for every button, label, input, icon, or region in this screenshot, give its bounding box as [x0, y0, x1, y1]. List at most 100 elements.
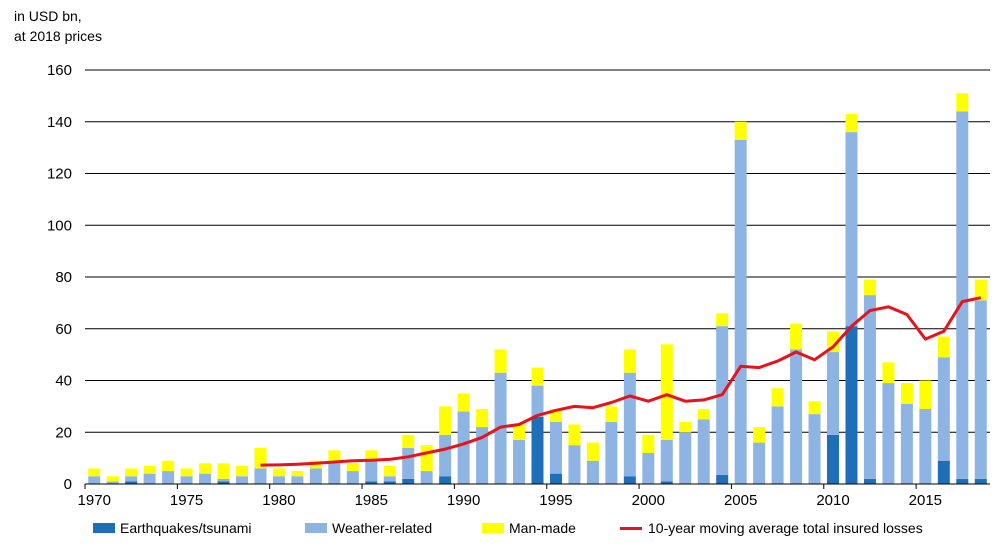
bar-segment — [291, 471, 304, 477]
bar-segment — [974, 478, 987, 484]
x-tick-label: 1975 — [170, 492, 203, 509]
bar-segment — [476, 427, 489, 484]
y-tick-label: 80 — [55, 269, 72, 286]
bar-segment — [402, 434, 415, 448]
bar-segment — [254, 468, 267, 484]
bar-segment — [771, 388, 784, 407]
bar-segment — [827, 434, 840, 484]
bar-segment — [365, 481, 378, 484]
bar-segment — [217, 481, 230, 484]
bar-segment — [568, 424, 581, 446]
x-tick-label: 2015 — [909, 492, 942, 509]
y-tick-label: 160 — [47, 62, 72, 79]
x-tick-label: 1980 — [262, 492, 295, 509]
legend-swatch-manmade — [482, 523, 504, 533]
bar-segment — [882, 383, 895, 484]
y-unit-label-line1: in USD bn, — [14, 8, 82, 24]
bar-segment — [863, 295, 876, 479]
bar-segment — [679, 432, 692, 484]
bar-segment — [346, 463, 359, 472]
bar-segment — [365, 460, 378, 482]
bar-segment — [642, 452, 655, 484]
bar-segment — [937, 460, 950, 484]
bar-segment — [716, 313, 729, 327]
bar-segment — [919, 380, 932, 409]
bar-segment — [531, 367, 544, 386]
bar-segment — [660, 440, 673, 482]
bar-segment — [827, 352, 840, 435]
x-tick-label: 2000 — [632, 492, 665, 509]
legend: Earthquakes/tsunami Weather-related Man-… — [0, 520, 1007, 544]
bar-segment — [531, 416, 544, 484]
axes-group: 0 20 40 60 80 100 120 140 160 1970 1975 1980 1985 199… — [47, 62, 990, 509]
bar-segment — [125, 481, 138, 484]
bar-segment — [623, 372, 636, 477]
bar-segment — [697, 419, 710, 484]
y-tick-label: 60 — [55, 321, 72, 338]
bar-segment — [420, 445, 433, 472]
bar-segment — [531, 385, 544, 417]
bar-segment — [162, 460, 175, 472]
bar-segment — [827, 331, 840, 353]
legend-item-weather: Weather-related — [305, 520, 432, 536]
x-tick-label: 1970 — [78, 492, 111, 509]
bar-segment — [734, 121, 747, 140]
bar-segment — [845, 132, 858, 327]
bar-segment — [180, 476, 193, 484]
bar-segment — [568, 445, 581, 484]
legend-swatch-weather — [305, 523, 327, 533]
bar-segment — [106, 481, 119, 484]
bar-segment — [679, 421, 692, 433]
bar-segment — [974, 300, 987, 479]
bar-segment — [956, 93, 969, 112]
bar-segment — [882, 362, 895, 384]
bar-segment — [457, 411, 470, 484]
bar-segment — [457, 393, 470, 412]
bar-segment — [845, 113, 858, 133]
bar-segment — [863, 478, 876, 484]
y-unit-label-line2: at 2018 prices — [14, 28, 102, 44]
bar-segment — [383, 481, 396, 484]
bar-segment — [199, 473, 212, 484]
bar-segment — [272, 476, 285, 484]
bar-segment — [383, 476, 396, 482]
bar-segment — [863, 279, 876, 296]
bar-segment — [328, 450, 341, 464]
bar-segment — [439, 434, 452, 477]
legend-item-earthquakes: Earthquakes/tsunami — [93, 520, 252, 536]
bar-segment — [937, 357, 950, 461]
bar-segment — [235, 465, 248, 477]
gridlines — [85, 69, 990, 433]
bar-segment — [549, 473, 562, 484]
bar-segment — [199, 463, 212, 474]
bar-segment — [771, 406, 784, 484]
y-tick-label: 120 — [47, 166, 72, 183]
x-tick-label: 1985 — [355, 492, 388, 509]
bar-segment — [217, 463, 230, 479]
bar-segment — [919, 408, 932, 484]
bar-segment — [328, 463, 341, 484]
bar-segment — [291, 476, 304, 484]
bar-segment — [956, 478, 969, 484]
bar-segment — [513, 440, 526, 484]
bar-segment — [402, 447, 415, 479]
bar-segment — [716, 474, 729, 484]
bar-segment — [900, 383, 913, 404]
bar-segment — [309, 468, 322, 484]
bar-segment — [439, 476, 452, 484]
bar-segment — [272, 468, 285, 477]
bar-segment — [716, 326, 729, 475]
bar-segment — [605, 406, 618, 422]
y-tick-label: 100 — [47, 217, 72, 234]
bar-segment — [365, 450, 378, 461]
bar-segment — [106, 476, 119, 482]
bars-group — [88, 93, 987, 485]
bar-segment — [623, 476, 636, 484]
x-tick-label: 2010 — [816, 492, 849, 509]
legend-item-manmade: Man-made — [482, 520, 576, 536]
bar-segment — [956, 111, 969, 479]
legend-label-earthquakes: Earthquakes/tsunami — [120, 520, 252, 536]
bar-segment — [217, 478, 230, 482]
bar-segment — [180, 468, 193, 477]
bar-segment — [476, 408, 489, 428]
